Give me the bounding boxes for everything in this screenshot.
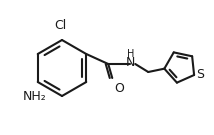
- Text: O: O: [114, 82, 124, 95]
- Text: NH₂: NH₂: [23, 90, 47, 103]
- Text: S: S: [196, 68, 204, 82]
- Text: H: H: [126, 49, 134, 59]
- Text: N: N: [126, 57, 135, 70]
- Text: Cl: Cl: [54, 19, 66, 32]
